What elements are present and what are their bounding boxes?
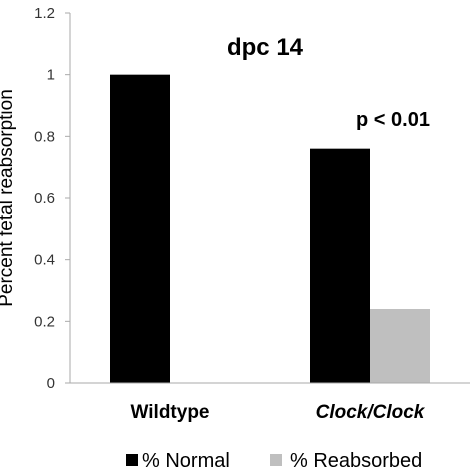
y-tick-label: 0.8 [34, 128, 55, 145]
y-tick-label: 0.2 [34, 313, 55, 330]
y-tick-label: 0 [47, 375, 55, 392]
bar-normal-clock-clock [310, 148, 370, 383]
y-tick-label: 1.2 [34, 5, 55, 22]
bar-normal-wildtype [110, 74, 170, 384]
p-value-annotation: p < 0.01 [356, 109, 430, 131]
x-category-label-wildtype: Wildtype [131, 402, 210, 423]
legend-label-reabsorbed: % Reabsorbed [290, 450, 422, 472]
y-tick-label: 0.6 [34, 190, 55, 207]
legend-swatch-reabsorbed [270, 454, 282, 466]
x-category-label-clock-clock: Clock/Clock [316, 402, 426, 423]
y-tick-label: 0.4 [34, 252, 55, 269]
legend-swatch-normal [126, 454, 138, 466]
chart-title: dpc 14 [227, 34, 304, 61]
y-axis-ticks: 0 0.2 0.4 0.6 0.8 1 1.2 [34, 5, 70, 392]
bars [110, 74, 430, 384]
bar-reabsorbed-clock-clock [370, 309, 430, 383]
y-tick-label: 1 [47, 67, 55, 84]
y-axis-title: Percent fetal reabsorption [0, 89, 17, 307]
legend-label-normal: % Normal [142, 450, 230, 472]
